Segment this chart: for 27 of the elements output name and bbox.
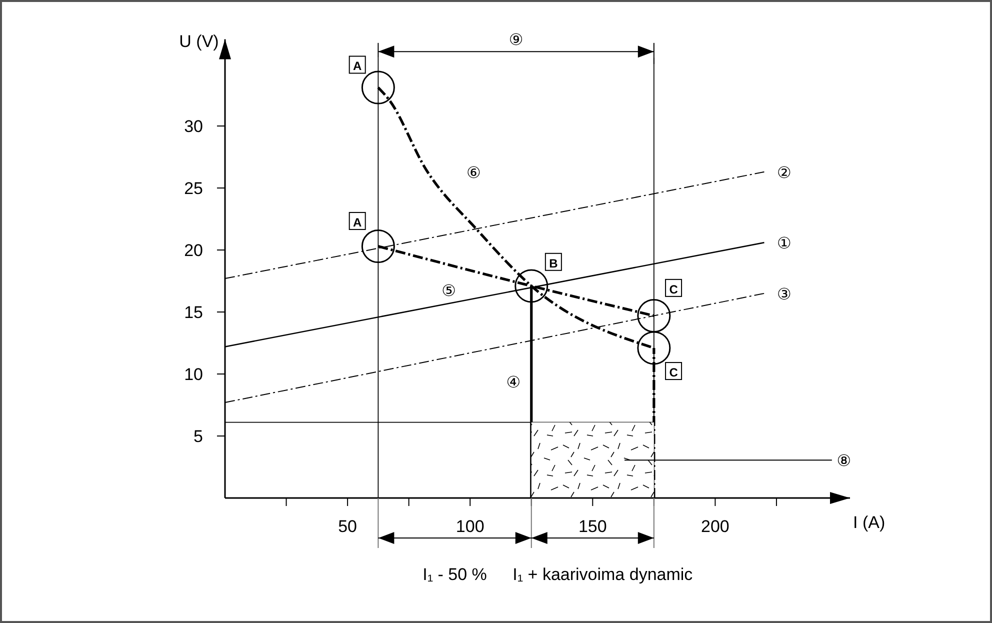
y-tick-label: 15 [184, 303, 203, 322]
annotation: B [549, 256, 558, 270]
annotation: ⑤ [442, 283, 456, 300]
annotation: ⑥ [466, 164, 481, 182]
annotation: ② [777, 164, 792, 182]
x-tick-label: 150 [578, 517, 607, 536]
annotation: A [353, 215, 362, 230]
annotation: ⑨ [508, 32, 524, 50]
annotation: A [353, 59, 362, 74]
annotation: ⑧ [836, 453, 852, 470]
y-tick-label: 25 [184, 179, 203, 198]
annotation: ① [777, 236, 792, 253]
text: I₁ + kaarivoima dynamic [512, 565, 694, 584]
x-tick-label: 50 [338, 517, 358, 536]
annotation: ④ [506, 374, 521, 392]
annotation: ③ [777, 286, 792, 304]
y-tick-label: 30 [184, 117, 203, 136]
annotation: C [669, 282, 678, 296]
x-axis-title: I (A) [853, 513, 886, 532]
text: I₁ - 50 % [422, 565, 487, 584]
annotation: C [669, 366, 678, 380]
y-tick-label: 5 [194, 427, 203, 446]
y-axis-title: U (V) [179, 32, 219, 52]
x-tick-label: 100 [456, 517, 484, 536]
y-tick-label: 10 [184, 365, 203, 384]
y-tick-label: 20 [184, 241, 203, 260]
x-tick-label: 200 [701, 517, 730, 536]
